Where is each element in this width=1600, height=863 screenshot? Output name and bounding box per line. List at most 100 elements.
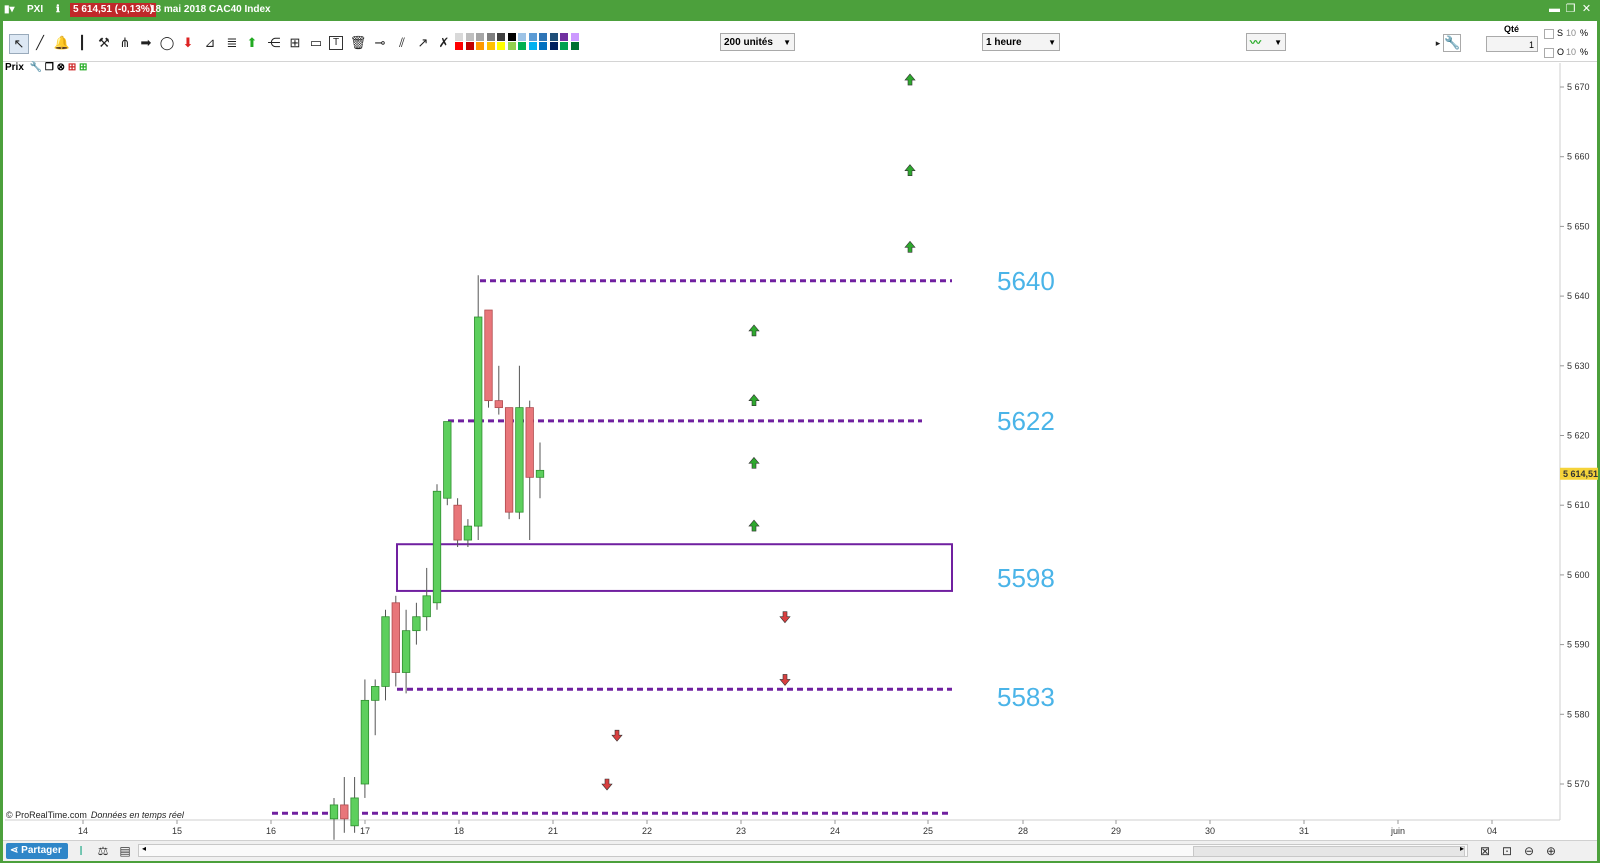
- zoom-in-icon[interactable]: ⊕: [1545, 844, 1557, 858]
- color-swatch[interactable]: [560, 42, 568, 50]
- candle-body: [329, 804, 339, 820]
- color-swatch[interactable]: [549, 33, 558, 41]
- candle-body: [484, 309, 493, 402]
- share-label: Partager: [21, 845, 62, 856]
- level-label: 5622: [997, 406, 1055, 436]
- trash-icon[interactable]: 🗑: [349, 35, 367, 50]
- y-tick-label: 5 630: [1567, 361, 1590, 371]
- ellipse-icon[interactable]: ◯: [159, 35, 175, 50]
- chart-style-icon: 〰: [1250, 37, 1261, 49]
- color-swatch[interactable]: [570, 33, 579, 41]
- s-label: S: [1557, 28, 1564, 38]
- color-palette[interactable]: [455, 33, 585, 53]
- wrench-icon[interactable]: 🔧: [1443, 34, 1461, 52]
- color-swatch[interactable]: [539, 42, 547, 50]
- color-swatch[interactable]: [476, 42, 484, 50]
- color-swatch[interactable]: [465, 33, 474, 41]
- indicator-icon[interactable]: Ⅰ: [79, 844, 83, 858]
- color-swatch[interactable]: [539, 33, 547, 41]
- scroll-right-icon[interactable]: ▸: [1459, 844, 1464, 853]
- zoom-reset-icon[interactable]: ⊡: [1501, 844, 1513, 858]
- arrow-up-icon[interactable]: ⬆: [246, 35, 258, 50]
- timeframe-select[interactable]: 1 heure ▼: [982, 33, 1060, 51]
- units-select[interactable]: 200 unités ▼: [720, 33, 795, 51]
- color-swatch[interactable]: [549, 42, 558, 50]
- arrow-down-icon[interactable]: ⬇: [182, 35, 194, 50]
- gann-icon[interactable]: ⊞: [289, 35, 301, 50]
- fib-retracement-icon[interactable]: ≣: [226, 35, 238, 50]
- color-swatch[interactable]: [528, 33, 537, 41]
- fibonacci-icon[interactable]: ⊿: [204, 35, 216, 50]
- horizontal-line-icon[interactable]: ⊸: [374, 35, 386, 50]
- color-swatch[interactable]: [528, 42, 537, 50]
- color-swatch[interactable]: [570, 42, 579, 50]
- tools-icon[interactable]: ⚒: [98, 35, 110, 50]
- color-swatch[interactable]: [486, 42, 495, 50]
- arrow-right-icon[interactable]: ➡: [140, 35, 152, 50]
- color-swatch[interactable]: [560, 33, 568, 41]
- text-tool-icon[interactable]: T: [329, 36, 343, 50]
- x-tick-label: 16: [266, 826, 276, 836]
- panel-window-icon[interactable]: ❐: [44, 62, 54, 73]
- x-tick-label: 04: [1487, 826, 1497, 836]
- candle-body: [350, 797, 359, 827]
- s-checkbox[interactable]: [1544, 29, 1554, 39]
- copyright-text: © ProRealTime.com: [6, 810, 87, 820]
- expand-right-icon[interactable]: ▸: [1435, 38, 1441, 48]
- arrow-up-marker: [904, 240, 916, 253]
- channel-icon[interactable]: ⫽: [399, 35, 405, 50]
- close-icon[interactable]: ✕: [1581, 3, 1592, 15]
- fan-icon[interactable]: ⋲: [267, 35, 281, 50]
- color-swatch[interactable]: [518, 42, 526, 50]
- title-bar: ▮▾ PXI ℹ 5 614,51 (-0,13%) 18 mai 2018 C…: [0, 0, 1600, 21]
- scroll-left-icon[interactable]: ◂: [142, 844, 147, 853]
- o-pct-value[interactable]: 10: [1566, 47, 1577, 57]
- zoom-out-icon[interactable]: ⊖: [1523, 844, 1535, 858]
- scale-icon[interactable]: ⚖: [97, 844, 109, 858]
- y-tick-label: 5 600: [1567, 570, 1590, 580]
- cross-icon[interactable]: ✗: [438, 35, 450, 50]
- panel-add-icon[interactable]: ⊞: [67, 62, 77, 73]
- panel-close-icon[interactable]: ⊗: [56, 62, 66, 73]
- vertical-line-icon[interactable]: ┃: [78, 35, 86, 50]
- list-icon[interactable]: ▤: [119, 844, 131, 858]
- color-swatch[interactable]: [486, 33, 495, 41]
- zoom-fit-icon[interactable]: ⊠: [1479, 844, 1491, 858]
- o-checkbox[interactable]: [1544, 48, 1554, 58]
- color-swatch[interactable]: [497, 33, 505, 41]
- color-swatch[interactable]: [465, 42, 474, 50]
- color-swatch[interactable]: [455, 42, 463, 50]
- color-swatch[interactable]: [507, 33, 516, 41]
- color-swatch[interactable]: [497, 42, 505, 50]
- line-tool-icon[interactable]: ╱: [36, 35, 44, 50]
- bottom-bar: ⋖ Partager Ⅰ ⚖ ▤ ◂ ▸ ⊠ ⊡ ⊖ ⊕: [3, 840, 1597, 861]
- scroll-thumb[interactable]: [1193, 846, 1465, 857]
- color-swatch[interactable]: [455, 33, 463, 41]
- alert-bell-icon[interactable]: 🔔: [53, 35, 71, 50]
- rectangle-icon[interactable]: ▭: [309, 35, 323, 50]
- s-pct-value[interactable]: 10: [1566, 28, 1577, 38]
- qte-input[interactable]: 1: [1486, 36, 1538, 52]
- minimize-icon[interactable]: ▬: [1549, 3, 1560, 15]
- drawing-toolbar: ↖ ╱ 🔔 ┃ ⚒ ⋔ ➡ ◯ ⬇ ⊿ ≣ ⬆ ⋲ ⊞ ▭ T 🗑 ⊸ ⫽ ↗ …: [3, 21, 1597, 62]
- time-scrollbar[interactable]: ◂ ▸: [138, 844, 1468, 857]
- s-pct-sign: %: [1580, 28, 1589, 38]
- chart-icon[interactable]: ▮▾: [4, 4, 15, 15]
- share-button[interactable]: ⋖ Partager: [6, 843, 68, 859]
- info-icon[interactable]: ℹ: [56, 4, 60, 15]
- panel-settings-icon[interactable]: 🔧: [29, 62, 43, 73]
- cursor-icon[interactable]: ↖: [9, 34, 29, 54]
- ray-icon[interactable]: ↗: [417, 35, 429, 50]
- symbol-label[interactable]: PXI: [27, 4, 44, 15]
- restore-icon[interactable]: ❐: [1565, 3, 1576, 15]
- chart-style-button[interactable]: 〰 ▼: [1246, 33, 1286, 51]
- fork-icon[interactable]: ⋔: [119, 35, 131, 50]
- arrow-up-marker: [748, 324, 760, 337]
- color-swatch[interactable]: [518, 33, 526, 41]
- price-badge: 5 614,51 (-0,13%): [70, 3, 157, 17]
- color-swatch[interactable]: [476, 33, 484, 41]
- panel-add-indicator-icon[interactable]: ⊞: [79, 62, 88, 73]
- color-swatch[interactable]: [507, 42, 516, 50]
- realtime-text: Données en temps réel: [90, 810, 184, 820]
